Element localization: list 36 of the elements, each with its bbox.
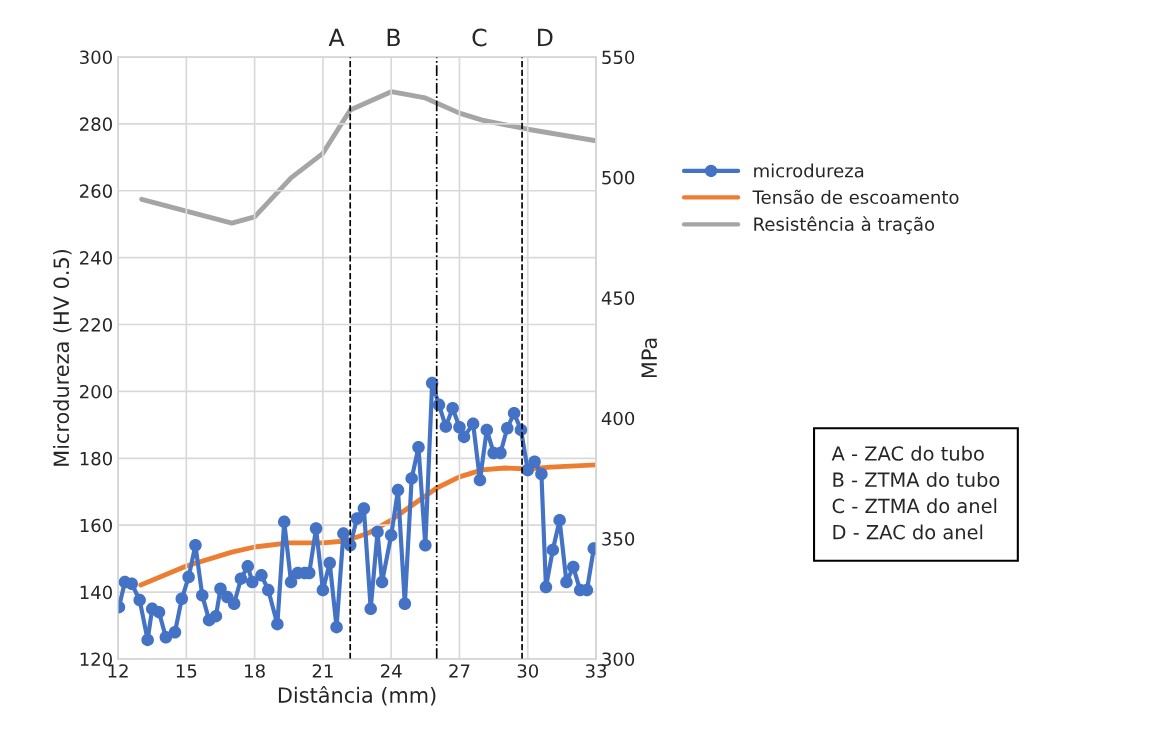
y2-axis-title: MPa — [641, 338, 658, 378]
x-tick-label: 21 — [312, 664, 333, 678]
x-tick-label: 18 — [245, 664, 265, 678]
legend-label: microdureza — [754, 163, 864, 178]
x-tick-label: 33 — [585, 664, 607, 678]
y2-tick-label: 450 — [601, 291, 635, 305]
text: A - ZAC do tubo B - ZTMA do tubo C - ZTMA do anel D - ZAC do anel — [831, 445, 1000, 540]
y-tick-label: 200 — [80, 384, 112, 399]
x-axis-title: Distância (mm) — [278, 686, 436, 706]
line-series — [139, 89, 597, 226]
y2-tick-label: 400 — [601, 411, 635, 426]
y2-tick-label: 300 — [602, 652, 635, 667]
y-axis-title: Microdureza (HV 0.5) — [53, 249, 72, 466]
y2-tick-label: 500 — [602, 170, 635, 185]
y-tick-label: 280 — [80, 117, 112, 131]
y-tick-label: 300 — [80, 50, 112, 65]
x-tick-label: 15 — [176, 664, 197, 678]
x-tick-label: 30 — [517, 664, 539, 678]
x-tick-label: 12 — [108, 664, 128, 678]
legend-label: Resistência à tração — [754, 216, 935, 235]
y-tick-label: 260 — [80, 184, 112, 198]
y-tick-label: 120 — [80, 652, 112, 667]
y-tick-label: 160 — [80, 518, 112, 533]
y-tick-label: 240 — [80, 251, 112, 265]
text: A — [328, 28, 345, 47]
y-tick-label: 180 — [80, 451, 112, 466]
text: B — [387, 28, 400, 47]
y-tick-label: 220 — [80, 318, 112, 332]
text: C — [472, 28, 487, 47]
x-tick-label: 24 — [381, 664, 402, 678]
legend-label: Tensão de escoamento — [752, 189, 959, 205]
y2-tick-label: 350 — [602, 532, 635, 546]
text: D — [538, 28, 553, 47]
x-tick-label: 27 — [449, 664, 470, 678]
y2-tick-label: 550 — [602, 50, 635, 65]
y-tick-label: 140 — [80, 585, 112, 600]
